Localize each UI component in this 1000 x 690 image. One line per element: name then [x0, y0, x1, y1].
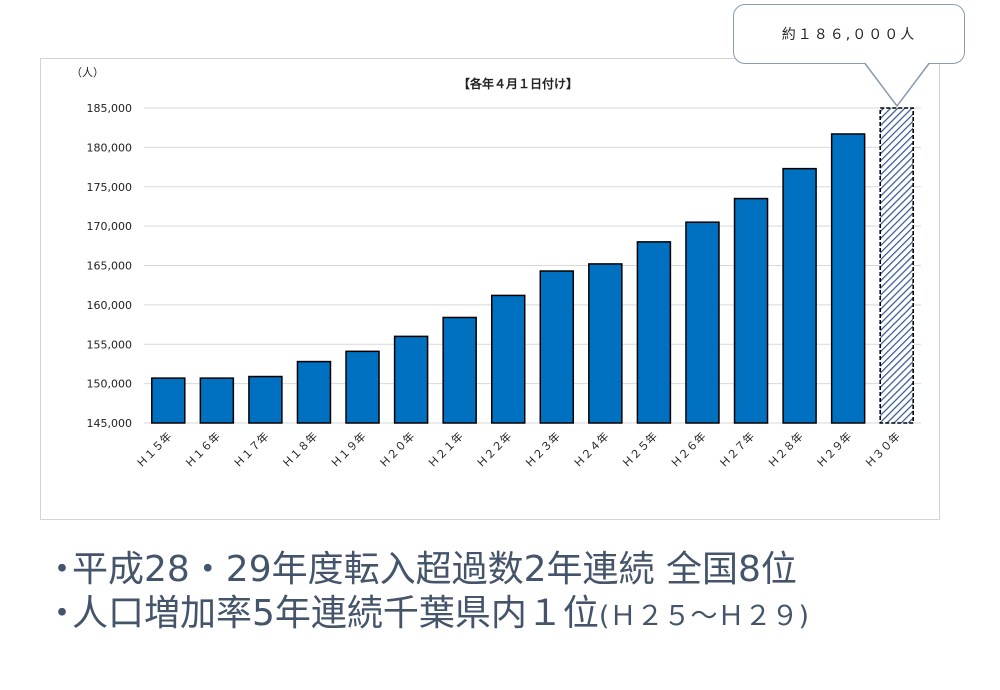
- bullet-note: (Ｈ２５～Ｈ２９): [598, 601, 809, 632]
- x-tick-label: Ｈ１５年: [133, 429, 174, 470]
- bar: [151, 377, 186, 424]
- bar: [685, 221, 720, 424]
- x-tick-label: Ｈ１７年: [231, 429, 272, 470]
- chart-title: 【各年４月１日付け】: [458, 76, 578, 91]
- y-tick-label: 155,000: [87, 338, 133, 351]
- population-bar-chart: 145,000 150,000 155,000 160,000 165,000 170,0…: [71, 66, 921, 470]
- y-tick-label: 175,000: [87, 181, 133, 194]
- x-tick-label: Ｈ１９年: [328, 429, 369, 470]
- bullet-list: ・平成28・29年度転入超過数2年連続 全国8位 ・人口増加率5年連続千葉県内１…: [44, 548, 994, 639]
- chart-frame: 145,000 150,000 155,000 160,000 165,000 170,0…: [40, 58, 940, 520]
- x-tick-label: Ｈ２８年: [765, 429, 806, 470]
- bar: [636, 241, 672, 424]
- bar: [782, 167, 817, 424]
- bar: [442, 316, 477, 424]
- x-tick-label: Ｈ２１年: [425, 429, 466, 470]
- bar: [490, 294, 526, 424]
- bar: [539, 270, 575, 424]
- y-tick-label: 165,000: [87, 260, 133, 273]
- x-tick-label: Ｈ２９年: [813, 429, 854, 470]
- bullet-text: 人口増加率5年連続千葉県内１位: [72, 593, 599, 634]
- bullet-dot: ・: [44, 549, 81, 590]
- y-unit-label: （人）: [71, 66, 104, 79]
- x-tick-label: Ｈ２５年: [619, 429, 660, 470]
- x-tick-label: Ｈ１８年: [279, 429, 320, 470]
- bar: [199, 377, 235, 424]
- bar: [248, 375, 283, 424]
- x-tick-label: Ｈ２６年: [668, 429, 709, 470]
- y-tick-label: 145,000: [87, 417, 133, 430]
- bullet-item-ranking: ・平成28・29年度転入超過数2年連続 全国8位: [44, 548, 994, 592]
- x-tick-label: Ｈ２２年: [473, 429, 514, 470]
- annotation-callout: 約１８６,０００人: [733, 4, 965, 64]
- y-tick-label: 150,000: [87, 378, 133, 391]
- bullet-dot: ・: [44, 593, 81, 634]
- bar-estimate: [879, 107, 915, 424]
- bar: [393, 335, 429, 424]
- x-tick-label: Ｈ３０年: [862, 429, 903, 470]
- bar: [296, 360, 332, 424]
- x-tick-label: Ｈ２４年: [570, 429, 611, 470]
- y-tick-label: 180,000: [87, 141, 133, 154]
- bar: [588, 263, 623, 424]
- x-tick-label: Ｈ１６年: [182, 429, 223, 470]
- bar: [345, 350, 380, 424]
- bullet-text: 平成28・29年度転入超過数2年連続 全国8位: [72, 549, 797, 590]
- annotation-text: 約１８６,０００人: [781, 27, 917, 43]
- x-tick-label: Ｈ２７年: [716, 429, 757, 470]
- y-tick-label: 170,000: [87, 220, 133, 233]
- bar: [830, 133, 866, 424]
- bar: [733, 197, 769, 424]
- callout-pointer: [864, 62, 930, 108]
- y-tick-label: 160,000: [87, 299, 133, 312]
- y-tick-label: 185,000: [87, 102, 133, 115]
- x-tick-label: Ｈ２０年: [376, 429, 417, 470]
- x-tick-label: Ｈ２３年: [522, 429, 563, 470]
- bullet-item-growth: ・人口増加率5年連続千葉県内１位(Ｈ２５～Ｈ２９): [44, 592, 994, 639]
